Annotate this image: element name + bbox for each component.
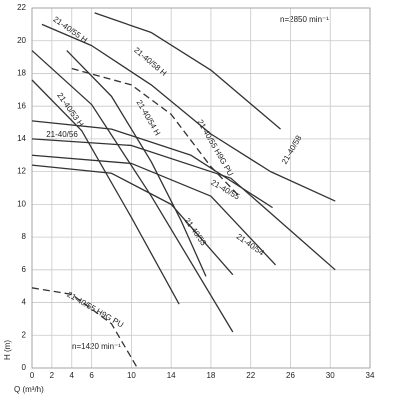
y-tick-label: 0: [22, 363, 27, 372]
curve-label: 21-40/56: [46, 130, 78, 139]
y-tick-label: 14: [17, 134, 26, 143]
y-tick-label: 6: [22, 265, 27, 274]
x-tick-label: 18: [206, 371, 215, 380]
pump-curve: [66, 50, 207, 277]
y-tick-label: 18: [17, 69, 26, 78]
x-tick-label: 26: [286, 371, 295, 380]
curve-label: 21-40/55: [209, 178, 241, 202]
y-tick-label: 2: [22, 330, 27, 339]
curve-label: 21-40/58: [280, 133, 304, 165]
annotation: n=2850 min⁻¹: [280, 15, 329, 24]
pump-curve: [71, 67, 242, 199]
x-tick-label: 2: [50, 371, 55, 380]
plot-frame: [31, 7, 371, 369]
y-tick-label: 8: [22, 232, 27, 241]
y-axis-label: H (m): [3, 340, 12, 360]
x-tick-label: 34: [366, 371, 375, 380]
y-tick-label: 22: [17, 3, 26, 12]
annotation: n=1420 min⁻¹: [72, 342, 121, 351]
pump-curve: [94, 12, 281, 130]
pump-curve: [31, 287, 138, 369]
pump-curve: [31, 120, 273, 209]
curve-label: 21-40/53 H: [55, 91, 85, 129]
x-tick-label: 22: [246, 371, 255, 380]
y-tick-label: 10: [17, 199, 26, 208]
pump-curve: [31, 154, 277, 266]
x-tick-label: 6: [89, 371, 94, 380]
x-tick-label: 4: [70, 371, 75, 380]
x-tick-label: 0: [30, 371, 35, 380]
pump-curve: [41, 23, 336, 202]
pump-curve: [31, 164, 234, 276]
pump-curve: [31, 138, 336, 271]
x-tick-label: 10: [127, 371, 136, 380]
y-tick-label: 12: [17, 167, 26, 176]
x-tick-label: 14: [167, 371, 176, 380]
curve-label: 21-40/55 H9G PU: [65, 290, 125, 330]
y-tick-label: 4: [22, 298, 27, 307]
x-tick-label: 30: [326, 371, 335, 380]
pump-curve: [31, 50, 234, 333]
curve-label: 21-40/55 H: [51, 15, 89, 45]
y-tick-label: 20: [17, 36, 26, 45]
pump-curve: [31, 79, 180, 305]
y-tick-label: 16: [17, 101, 26, 110]
x-axis-label: Q (m³/h): [14, 385, 44, 394]
